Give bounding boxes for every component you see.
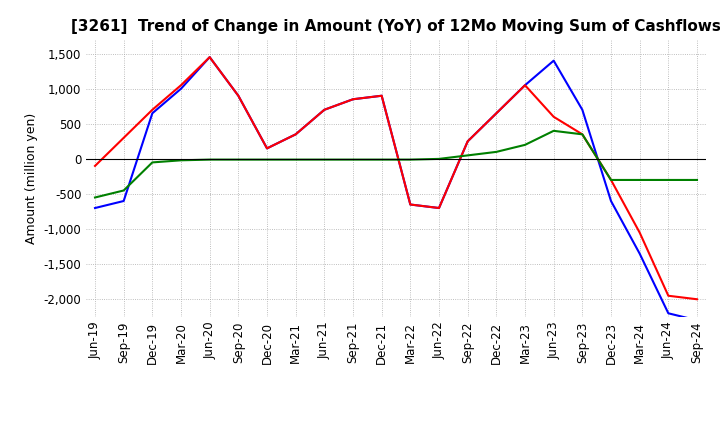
Operating Cashflow xyxy=(377,93,386,99)
Title: [3261]  Trend of Change in Amount (YoY) of 12Mo Moving Sum of Cashflows: [3261] Trend of Change in Amount (YoY) o… xyxy=(71,19,720,34)
Free Cashflow xyxy=(664,311,672,316)
Free Cashflow xyxy=(205,55,214,60)
Free Cashflow xyxy=(320,107,328,112)
Investing Cashflow xyxy=(377,157,386,162)
Operating Cashflow xyxy=(205,55,214,60)
Investing Cashflow xyxy=(578,132,587,137)
Investing Cashflow xyxy=(148,160,157,165)
Investing Cashflow xyxy=(664,177,672,183)
Operating Cashflow xyxy=(635,230,644,235)
Investing Cashflow xyxy=(292,157,300,162)
Investing Cashflow xyxy=(320,157,328,162)
Investing Cashflow xyxy=(120,188,128,193)
Investing Cashflow xyxy=(464,153,472,158)
Investing Cashflow xyxy=(693,177,701,183)
Investing Cashflow xyxy=(635,177,644,183)
Operating Cashflow xyxy=(348,97,357,102)
Free Cashflow xyxy=(234,93,243,99)
Free Cashflow xyxy=(464,139,472,144)
Investing Cashflow xyxy=(549,128,558,133)
Investing Cashflow xyxy=(406,157,415,162)
Free Cashflow xyxy=(263,146,271,151)
Free Cashflow xyxy=(549,58,558,63)
Investing Cashflow xyxy=(176,158,185,163)
Free Cashflow xyxy=(607,198,616,204)
Operating Cashflow xyxy=(263,146,271,151)
Free Cashflow xyxy=(91,205,99,211)
Operating Cashflow xyxy=(549,114,558,119)
Free Cashflow xyxy=(176,86,185,92)
Line: Operating Cashflow: Operating Cashflow xyxy=(95,57,697,299)
Free Cashflow xyxy=(635,251,644,256)
Free Cashflow xyxy=(435,205,444,211)
Operating Cashflow xyxy=(320,107,328,112)
Investing Cashflow xyxy=(91,195,99,200)
Free Cashflow xyxy=(521,83,529,88)
Operating Cashflow xyxy=(492,110,500,116)
Operating Cashflow xyxy=(664,293,672,298)
Free Cashflow xyxy=(292,132,300,137)
Line: Free Cashflow: Free Cashflow xyxy=(95,57,697,320)
Free Cashflow xyxy=(406,202,415,207)
Operating Cashflow xyxy=(578,132,587,137)
Operating Cashflow xyxy=(693,297,701,302)
Operating Cashflow xyxy=(176,83,185,88)
Investing Cashflow xyxy=(521,142,529,147)
Free Cashflow xyxy=(693,318,701,323)
Operating Cashflow xyxy=(521,83,529,88)
Investing Cashflow xyxy=(205,157,214,162)
Operating Cashflow xyxy=(91,163,99,169)
Operating Cashflow xyxy=(120,135,128,140)
Operating Cashflow xyxy=(607,177,616,183)
Y-axis label: Amount (million yen): Amount (million yen) xyxy=(25,113,38,244)
Investing Cashflow xyxy=(348,157,357,162)
Line: Investing Cashflow: Investing Cashflow xyxy=(95,131,697,198)
Free Cashflow xyxy=(148,110,157,116)
Free Cashflow xyxy=(377,93,386,99)
Operating Cashflow xyxy=(464,139,472,144)
Free Cashflow xyxy=(578,107,587,112)
Operating Cashflow xyxy=(234,93,243,99)
Operating Cashflow xyxy=(406,202,415,207)
Operating Cashflow xyxy=(292,132,300,137)
Operating Cashflow xyxy=(435,205,444,211)
Free Cashflow xyxy=(120,198,128,204)
Investing Cashflow xyxy=(234,157,243,162)
Investing Cashflow xyxy=(607,177,616,183)
Investing Cashflow xyxy=(492,149,500,154)
Investing Cashflow xyxy=(435,156,444,161)
Operating Cashflow xyxy=(148,107,157,112)
Investing Cashflow xyxy=(263,157,271,162)
Free Cashflow xyxy=(348,97,357,102)
Free Cashflow xyxy=(492,110,500,116)
